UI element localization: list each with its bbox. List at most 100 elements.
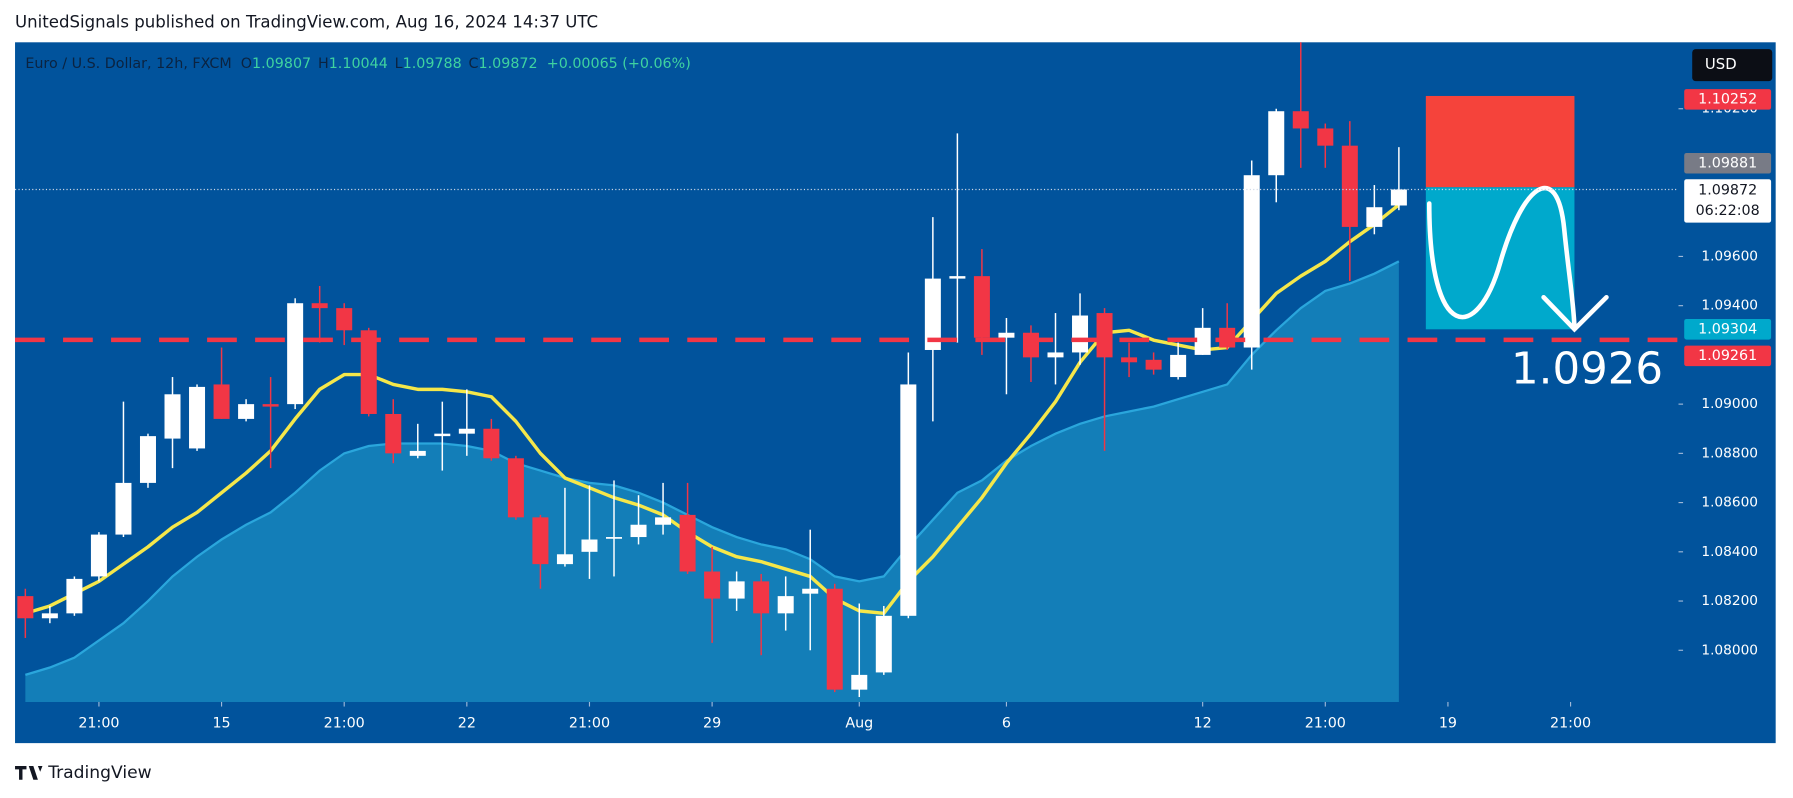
candle-body	[728, 581, 745, 599]
brand: TradingView	[47, 763, 151, 783]
candle-body	[998, 332, 1015, 338]
target-label-box	[1684, 319, 1772, 340]
candle-body	[434, 433, 451, 437]
y-tick-label: 1.08800	[1701, 445, 1758, 461]
y-tick-label: 1.08600	[1701, 495, 1758, 511]
y-tick-label: 1.09400	[1701, 298, 1758, 314]
candle-body	[1047, 352, 1064, 358]
y-tick-label: 1.08200	[1701, 593, 1758, 609]
x-tick-label: 21:00	[324, 716, 365, 732]
candle-body	[311, 303, 328, 309]
change: +0.00065 (+0.06%)	[547, 56, 691, 72]
candle-body	[851, 674, 868, 690]
candle-body	[777, 596, 794, 614]
candle-body	[385, 413, 402, 454]
level-label-box	[1684, 345, 1772, 367]
level-annotation: 1.0926	[1511, 344, 1663, 394]
x-tick-label: 15	[212, 716, 230, 732]
candle-body	[1366, 207, 1383, 227]
chart-layer: Euro / U.S. Dollar, 12h, FXCM O1.09807 H1.…	[15, 42, 1773, 732]
x-tick-label: 21:00	[78, 716, 119, 732]
x-tick-label: 21:00	[1305, 716, 1346, 732]
candle-body	[1268, 111, 1285, 176]
tv-logo	[15, 765, 43, 780]
candle-body	[556, 554, 573, 565]
x-tick-label: 29	[703, 716, 721, 732]
candle-body	[1243, 175, 1260, 348]
candle-body	[1121, 357, 1138, 363]
candle-body	[409, 450, 426, 456]
candle-body	[1194, 327, 1211, 355]
y-tick-label: 1.09600	[1701, 248, 1758, 264]
candle-body	[949, 276, 966, 279]
candle-body	[90, 534, 107, 577]
candle-body	[679, 514, 696, 572]
candle-body	[1022, 332, 1039, 358]
candle-body	[262, 404, 279, 407]
candle-body	[532, 517, 549, 565]
candle-body	[1390, 189, 1407, 206]
x-tick-label: 12	[1194, 716, 1212, 732]
ohlc-value: 1.10044	[329, 56, 388, 72]
candle-body	[605, 537, 623, 539]
x-tick-label: Aug	[845, 716, 873, 732]
ohlc-letter: C	[469, 56, 479, 72]
entry-label: 1.09881	[1698, 155, 1757, 171]
stop-label-box	[1684, 89, 1772, 110]
byline: UnitedSignals published on TradingView.c…	[15, 12, 598, 31]
ohlc-value: 1.09807	[252, 56, 311, 72]
candle-body	[483, 428, 500, 459]
candle-body	[1072, 315, 1089, 353]
ohlc-letter: L	[395, 56, 403, 72]
candle-body	[1096, 313, 1113, 358]
entry-label-box	[1684, 152, 1772, 174]
y-tick-label: 1.08000	[1701, 642, 1758, 658]
arrow-head	[1541, 294, 1609, 333]
last-price-box	[1684, 179, 1772, 223]
candle-body	[655, 517, 672, 525]
candle-body	[802, 588, 819, 594]
ohlc-letter: H	[318, 56, 329, 72]
ohlc-letter: O	[241, 56, 252, 72]
candle-body	[189, 386, 206, 449]
candle-body	[164, 394, 181, 439]
x-tick-label: 21:00	[569, 716, 610, 732]
ohlc-value: 1.09872	[479, 56, 538, 72]
currency-box	[1692, 49, 1773, 82]
candle-body	[41, 613, 58, 619]
stop-zone	[1425, 95, 1575, 188]
y-tick-label: 1.09000	[1701, 396, 1758, 412]
y-tick-label: 1.08400	[1701, 544, 1758, 560]
x-tick-label: 6	[1002, 716, 1011, 732]
candle-body	[238, 404, 255, 419]
x-tick-label: 21:00	[1550, 716, 1591, 732]
candle-body	[360, 330, 377, 414]
candle-body	[507, 458, 524, 518]
candle-body	[17, 596, 34, 619]
candle-body	[287, 303, 304, 405]
candle-body	[924, 278, 941, 350]
candle-body	[66, 578, 83, 614]
candle-body	[1170, 354, 1187, 378]
candle-body	[1145, 359, 1162, 370]
currency: USD	[1705, 55, 1737, 73]
ma-area-line	[25, 260, 1400, 676]
x-tick-label: 19	[1439, 716, 1457, 732]
candle-body	[630, 524, 647, 538]
stop-label: 1.10252	[1698, 91, 1757, 107]
candle-body	[753, 581, 770, 614]
candle-body	[213, 384, 230, 419]
candle-body	[704, 571, 721, 599]
last-price-label: 1.09872	[1698, 183, 1757, 199]
symbol-legend: Euro / U.S. Dollar, 12h, FXCM O1.09807 H1.…	[25, 56, 690, 72]
arrow	[1426, 185, 1577, 330]
candle-body	[1317, 128, 1334, 146]
candle-body	[581, 539, 598, 552]
candle-body	[1341, 145, 1358, 227]
candle-body	[900, 384, 917, 616]
candle-body	[826, 588, 843, 690]
x-tick-label: 22	[458, 716, 476, 732]
candle-body	[973, 276, 990, 338]
